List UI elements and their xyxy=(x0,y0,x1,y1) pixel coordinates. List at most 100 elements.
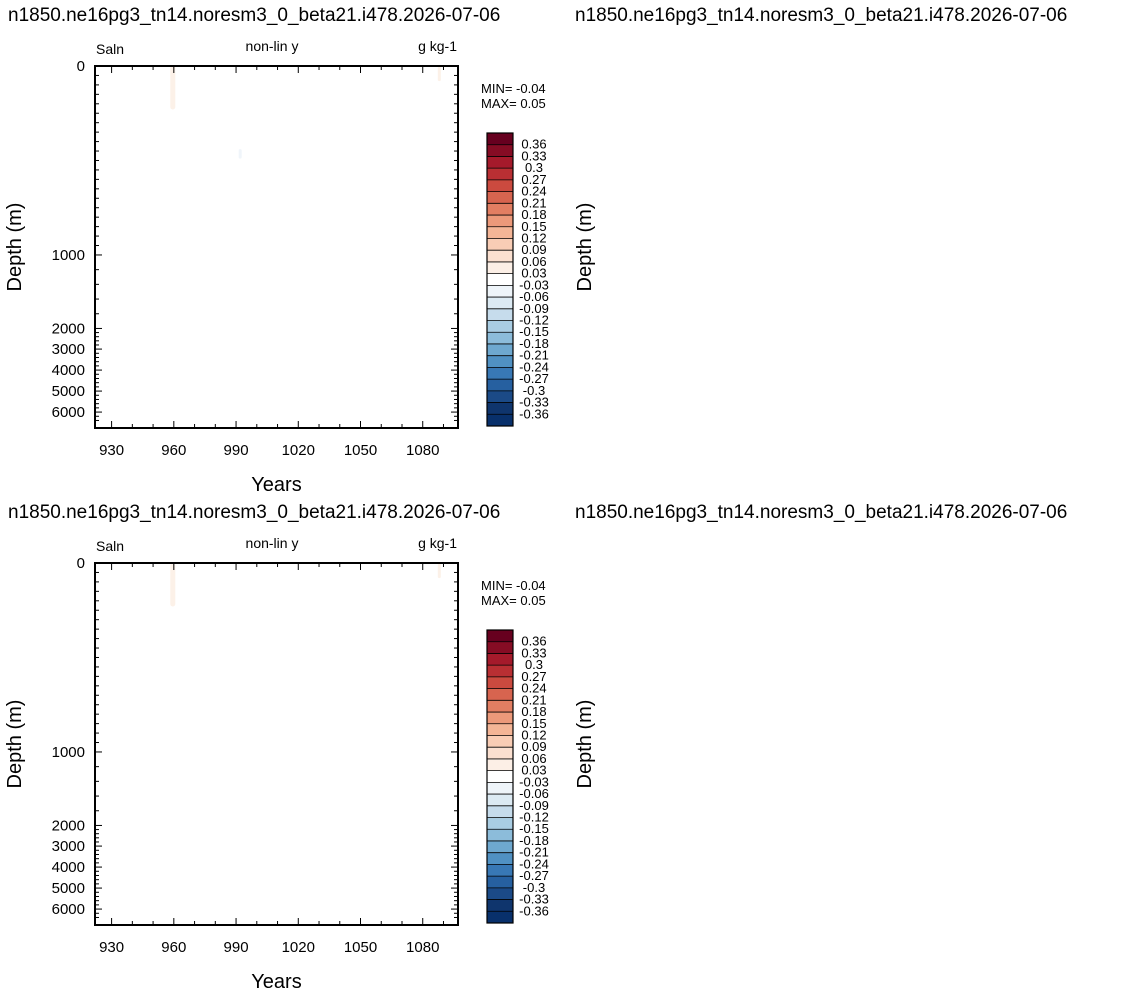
colorbar-label: -0.24 xyxy=(519,359,549,374)
colorbar-box xyxy=(487,179,513,192)
colorbar-frame xyxy=(486,629,514,924)
colorbar-label: 0.3 xyxy=(525,657,543,672)
colorbar-label: -0.33 xyxy=(519,892,549,907)
panel-title: n1850.ne16pg3_tn14.noresm3_0_beta21.i478… xyxy=(575,5,1067,26)
colorbar-label: 0.12 xyxy=(521,727,546,742)
colorbar-label: 0.03 xyxy=(521,266,546,281)
x-tick-label: 1020 xyxy=(282,939,315,956)
y-axis-label: Depth (m) xyxy=(574,700,596,789)
data-feature-1 xyxy=(170,563,176,607)
colorbar-label: 0.18 xyxy=(521,207,546,222)
colorbar-box xyxy=(487,653,513,666)
panel-4: n1850.ne16pg3_tn14.noresm3_0_beta21.i478… xyxy=(574,502,1067,789)
colorbar-box xyxy=(487,215,513,228)
colorbar-box xyxy=(487,688,513,701)
colorbar-label: 0.33 xyxy=(521,645,546,660)
colorbar-box xyxy=(487,168,513,181)
plot-frame xyxy=(94,65,459,429)
min-text: MIN= -0.04 xyxy=(481,81,546,96)
colorbar-label: 0.33 xyxy=(521,148,546,163)
panel-title: n1850.ne16pg3_tn14.noresm3_0_beta21.i478… xyxy=(8,5,500,26)
y-tick-label: 6000 xyxy=(52,901,85,918)
y-tick-label: 5000 xyxy=(52,880,85,897)
colorbar-label: -0.18 xyxy=(519,833,549,848)
colorbar-box xyxy=(487,665,513,678)
colorbar-label: 0.36 xyxy=(521,137,546,152)
x-axis-label: Years xyxy=(251,474,301,496)
colorbar-box xyxy=(487,297,513,310)
x-tick-label: 930 xyxy=(99,442,124,459)
colorbar-label: 0.36 xyxy=(521,634,546,649)
colorbar-label: 0.09 xyxy=(521,242,546,257)
colorbar-box xyxy=(487,829,513,842)
colorbar-box xyxy=(487,911,513,924)
variable-label: Saln xyxy=(96,538,124,554)
colorbar-label: 0.15 xyxy=(521,716,546,731)
colorbar-box xyxy=(487,367,513,380)
max-text: MAX= 0.05 xyxy=(481,96,546,111)
y-tick-label: 3000 xyxy=(52,341,85,358)
colorbar-label: 0.06 xyxy=(521,751,546,766)
colorbar-box xyxy=(487,402,513,415)
plot-area xyxy=(95,563,458,925)
colorbar-box xyxy=(487,758,513,771)
x-tick-label: 960 xyxy=(161,442,186,459)
colorbar-box xyxy=(487,852,513,865)
y-tick-label: 4000 xyxy=(52,362,85,379)
colorbar-box xyxy=(487,712,513,725)
panel-3: n1850.ne16pg3_tn14.noresm3_0_beta21.i478… xyxy=(4,502,549,993)
data-feature-2 xyxy=(217,69,223,112)
colorbar-label: 0.24 xyxy=(521,681,546,696)
x-tick-label: 1080 xyxy=(406,442,439,459)
colorbar-box xyxy=(487,770,513,783)
colorbar-box xyxy=(487,332,513,345)
colorbar-label: 0.06 xyxy=(521,254,546,269)
colorbar-label: 0.18 xyxy=(521,704,546,719)
colorbar-label: -0.24 xyxy=(519,856,549,871)
data-feature-7 xyxy=(437,66,441,82)
units-label: g kg-1 xyxy=(418,38,457,54)
colorbar-box xyxy=(487,840,513,853)
colorbar-box xyxy=(487,379,513,392)
colorbar-label: -0.09 xyxy=(519,798,549,813)
colorbar-label: 0.21 xyxy=(521,692,546,707)
y-tick-label: 1000 xyxy=(52,744,85,761)
colorbar-label: -0.27 xyxy=(519,868,549,883)
variable-label: Saln xyxy=(96,41,124,57)
colorbar-label: -0.3 xyxy=(523,383,545,398)
x-tick-label: 990 xyxy=(224,442,249,459)
colorbar-box xyxy=(487,747,513,760)
colorbar-box xyxy=(487,805,513,818)
y-tick-label: 3000 xyxy=(52,838,85,855)
panel-2: n1850.ne16pg3_tn14.noresm3_0_beta21.i478… xyxy=(574,5,1067,292)
colorbar-box xyxy=(487,641,513,654)
colorbar-label: -0.03 xyxy=(519,774,549,789)
colorbar-label: -0.36 xyxy=(519,406,549,421)
colorbar-box xyxy=(487,261,513,274)
units-label: g kg-1 xyxy=(418,535,457,551)
colorbar-label: -0.06 xyxy=(519,786,549,801)
data-feature-3 xyxy=(238,646,242,656)
colorbar-box xyxy=(487,676,513,689)
data-feature-4 xyxy=(259,646,263,656)
colorbar-label: 0.12 xyxy=(521,230,546,245)
colorbar-box xyxy=(487,320,513,333)
colorbar-label: -0.27 xyxy=(519,371,549,386)
data-feature-4 xyxy=(259,149,263,159)
data-feature-6 xyxy=(329,66,333,78)
y-tick-label: 0 xyxy=(77,58,85,75)
panel-1: n1850.ne16pg3_tn14.noresm3_0_beta21.i478… xyxy=(4,5,549,496)
colorbar-box xyxy=(487,876,513,889)
y-tick-label: 2000 xyxy=(52,817,85,834)
panel-title: n1850.ne16pg3_tn14.noresm3_0_beta21.i478… xyxy=(575,502,1067,523)
colorbar-box xyxy=(487,144,513,157)
x-tick-label: 990 xyxy=(224,939,249,956)
x-tick-label: 1050 xyxy=(344,442,377,459)
y-axis-label: Depth (m) xyxy=(574,203,596,292)
x-tick-label: 1080 xyxy=(406,939,439,956)
colorbar-box xyxy=(487,133,513,146)
colorbar-box xyxy=(487,390,513,403)
data-feature-1 xyxy=(170,66,176,110)
colorbar-box xyxy=(487,782,513,795)
